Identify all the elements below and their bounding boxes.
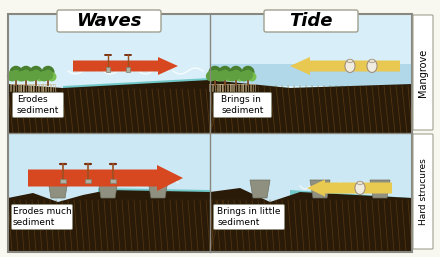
- FancyBboxPatch shape: [264, 10, 358, 32]
- Polygon shape: [210, 188, 412, 252]
- Polygon shape: [210, 80, 412, 133]
- Text: Brings in
sediment: Brings in sediment: [221, 95, 264, 115]
- FancyBboxPatch shape: [11, 205, 73, 230]
- Circle shape: [28, 72, 37, 81]
- Bar: [210, 64, 412, 86]
- FancyBboxPatch shape: [57, 10, 161, 32]
- FancyArrow shape: [307, 179, 392, 197]
- Polygon shape: [48, 180, 68, 198]
- Circle shape: [220, 70, 230, 79]
- Polygon shape: [310, 180, 330, 198]
- Circle shape: [230, 67, 242, 78]
- Ellipse shape: [347, 59, 353, 63]
- Bar: [60, 179, 66, 183]
- Ellipse shape: [345, 60, 355, 72]
- Circle shape: [7, 72, 17, 81]
- Bar: [85, 179, 91, 183]
- Bar: [210, 14, 412, 133]
- Circle shape: [22, 70, 30, 79]
- Circle shape: [210, 70, 220, 79]
- Circle shape: [227, 72, 237, 81]
- Polygon shape: [98, 188, 210, 252]
- Circle shape: [219, 67, 231, 78]
- Bar: [8, 14, 210, 133]
- Circle shape: [20, 67, 32, 78]
- Polygon shape: [250, 180, 270, 198]
- Circle shape: [225, 73, 233, 81]
- Circle shape: [10, 67, 22, 78]
- Bar: [210, 133, 412, 252]
- Polygon shape: [370, 180, 390, 198]
- FancyBboxPatch shape: [413, 15, 433, 130]
- Circle shape: [26, 73, 34, 81]
- Circle shape: [40, 72, 49, 81]
- FancyArrow shape: [73, 57, 178, 75]
- Ellipse shape: [357, 181, 363, 185]
- FancyBboxPatch shape: [413, 134, 433, 249]
- Circle shape: [242, 67, 254, 78]
- Circle shape: [248, 73, 256, 81]
- Bar: [8, 133, 210, 252]
- Ellipse shape: [355, 181, 365, 195]
- Circle shape: [48, 73, 56, 81]
- Circle shape: [231, 70, 241, 79]
- FancyBboxPatch shape: [213, 93, 271, 117]
- Circle shape: [44, 70, 52, 79]
- FancyArrow shape: [290, 57, 400, 75]
- Bar: [106, 67, 110, 72]
- Polygon shape: [8, 80, 210, 133]
- Circle shape: [243, 70, 253, 79]
- Circle shape: [42, 67, 54, 78]
- Circle shape: [209, 67, 221, 78]
- Circle shape: [36, 73, 44, 81]
- Circle shape: [236, 73, 244, 81]
- Circle shape: [239, 72, 249, 81]
- Polygon shape: [98, 180, 118, 198]
- Text: Erodes much
sediment: Erodes much sediment: [13, 207, 71, 227]
- Circle shape: [31, 70, 40, 79]
- Polygon shape: [148, 180, 168, 198]
- Circle shape: [215, 73, 223, 81]
- Text: Tide: Tide: [289, 12, 333, 30]
- Polygon shape: [8, 190, 210, 252]
- FancyArrow shape: [28, 165, 183, 191]
- Bar: [110, 179, 116, 183]
- Text: Mangrove: Mangrove: [418, 48, 428, 97]
- Polygon shape: [290, 190, 412, 252]
- Text: Brings in little
sediment: Brings in little sediment: [217, 207, 281, 227]
- Ellipse shape: [367, 60, 377, 72]
- Circle shape: [11, 70, 21, 79]
- FancyBboxPatch shape: [213, 205, 285, 230]
- Polygon shape: [63, 78, 210, 133]
- Circle shape: [16, 73, 24, 81]
- Text: Waves: Waves: [76, 12, 142, 30]
- Circle shape: [18, 72, 27, 81]
- Circle shape: [216, 72, 226, 81]
- Bar: [125, 67, 130, 72]
- Polygon shape: [210, 80, 412, 133]
- Circle shape: [30, 67, 42, 78]
- Text: Erodes
sediment: Erodes sediment: [17, 95, 59, 115]
- Circle shape: [206, 72, 216, 81]
- Text: Hard strucures: Hard strucures: [418, 158, 428, 225]
- FancyBboxPatch shape: [12, 93, 63, 117]
- Ellipse shape: [369, 59, 375, 63]
